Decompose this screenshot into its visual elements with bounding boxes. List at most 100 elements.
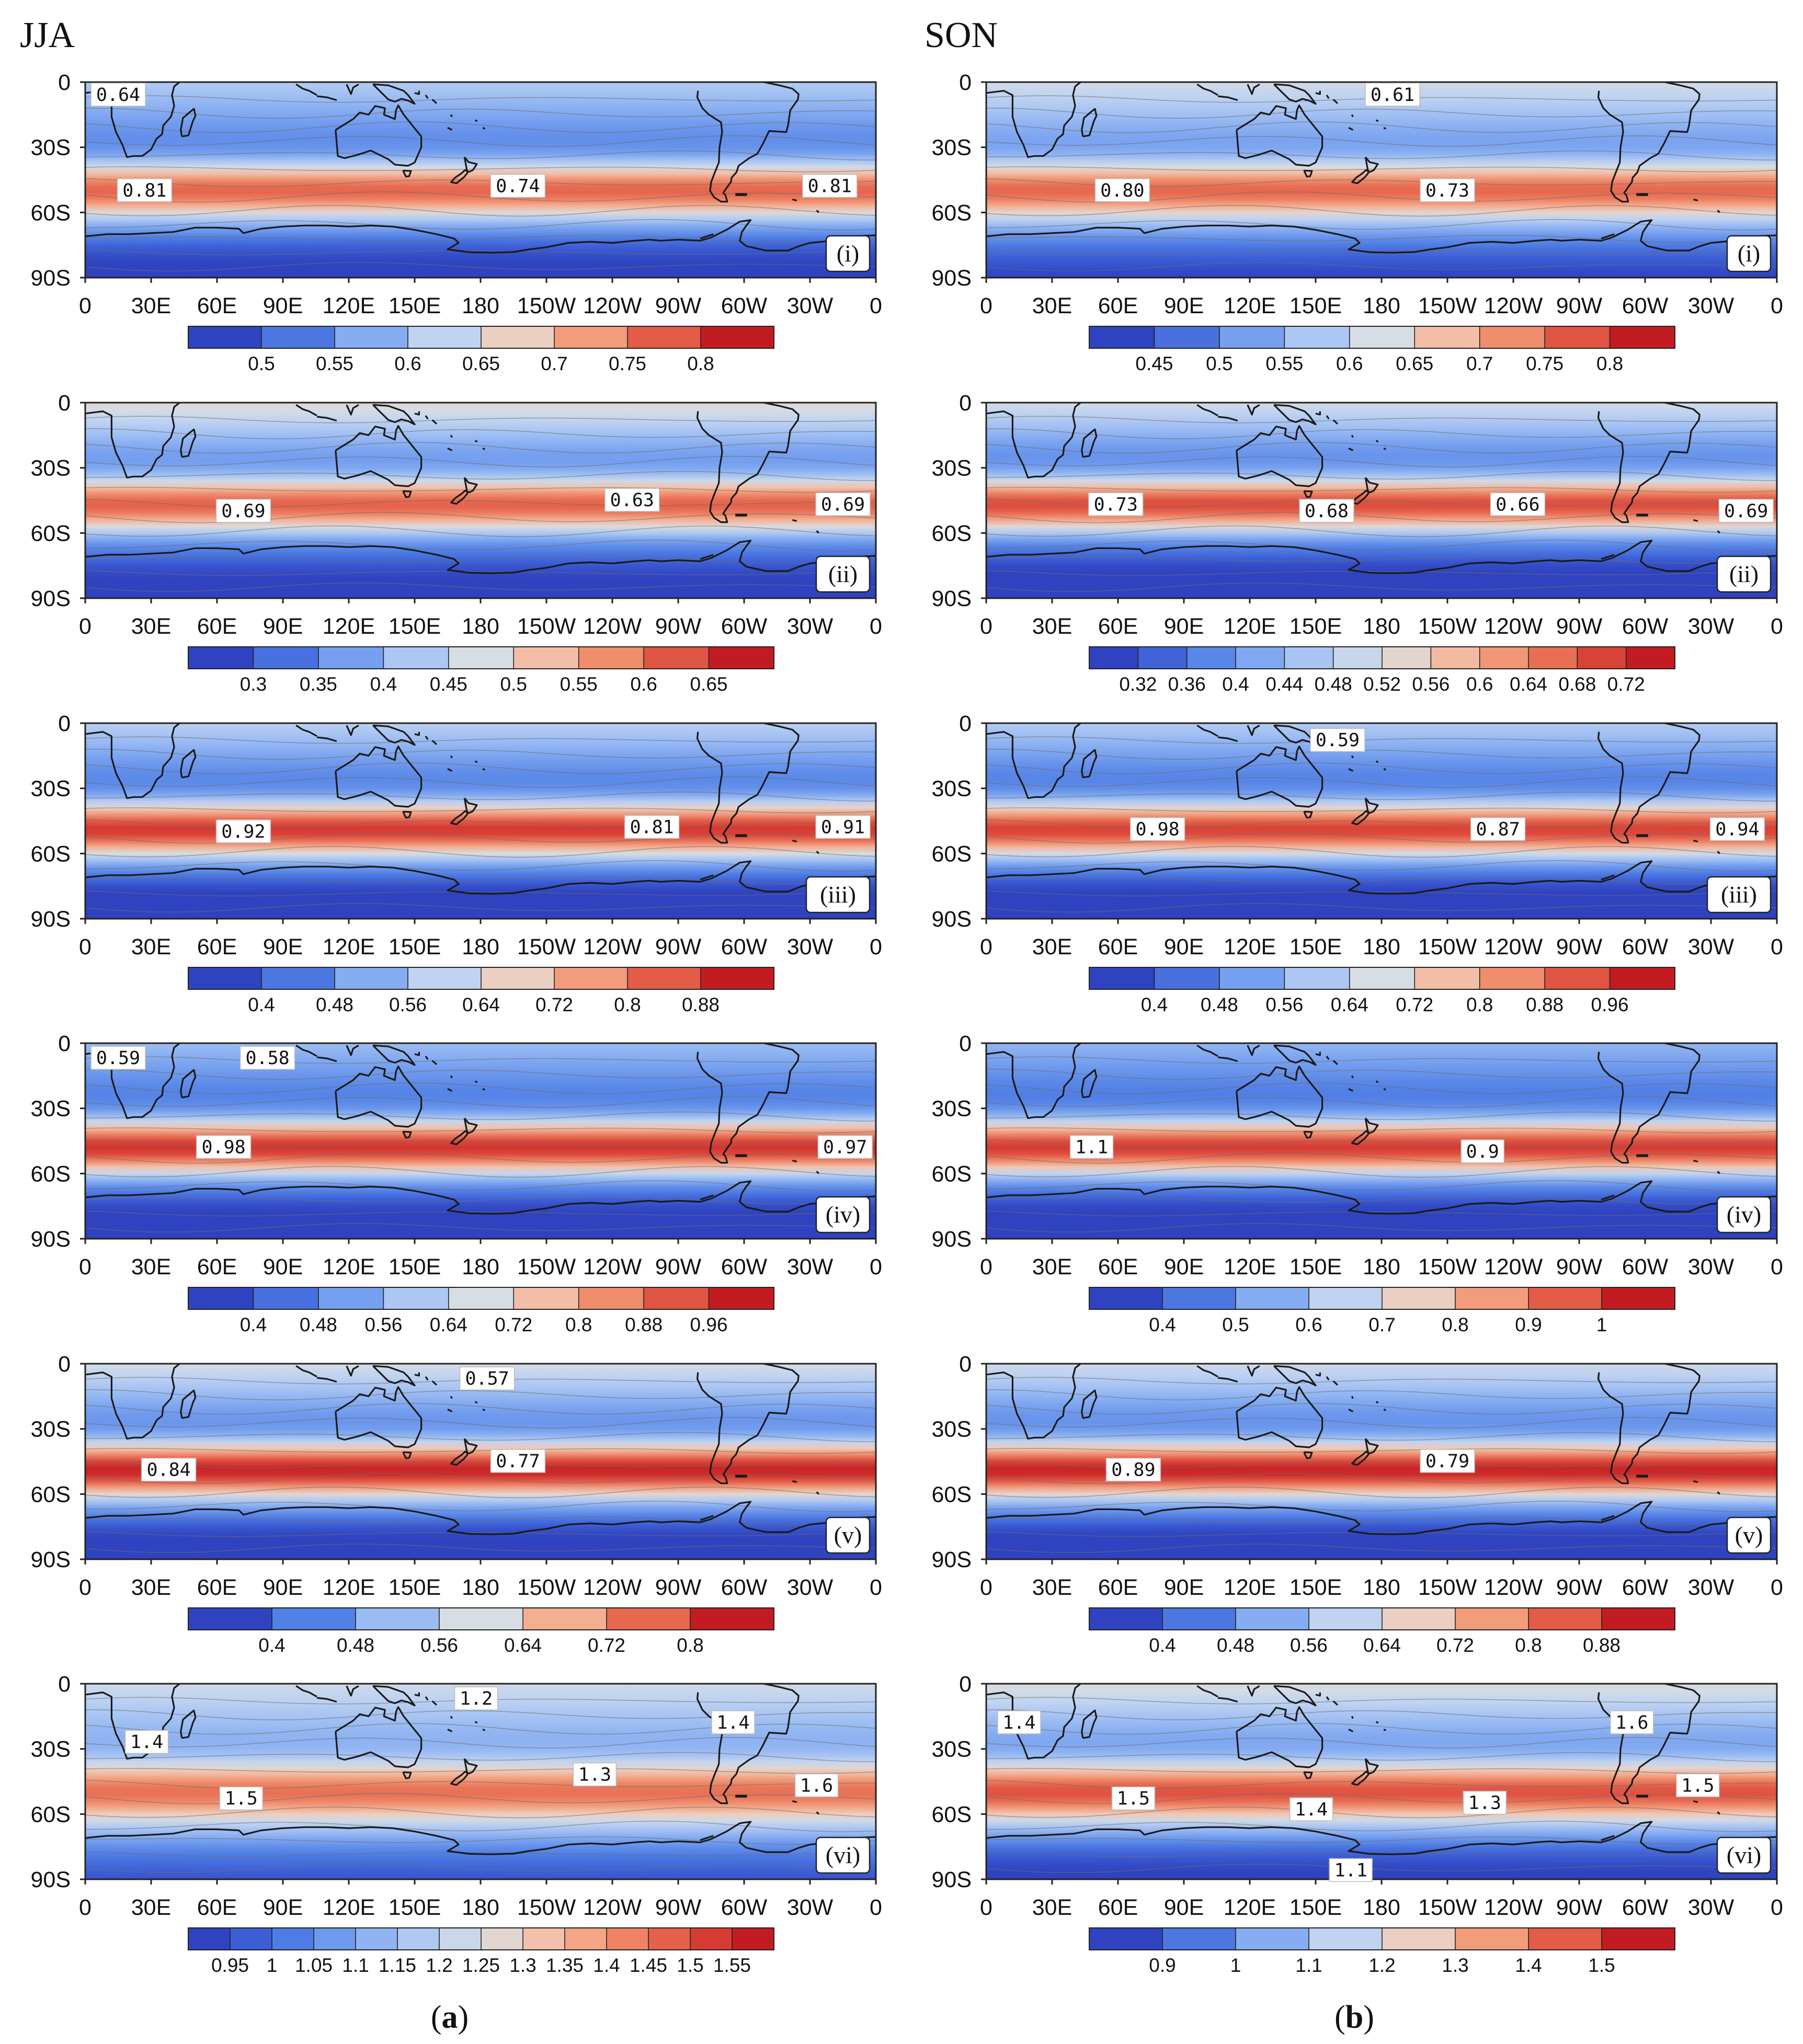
colorbar-tick-label: 0.36 bbox=[1168, 673, 1206, 695]
contour-label: 1.5 bbox=[225, 1788, 258, 1809]
field-a-i bbox=[85, 82, 876, 278]
colorbar-a-i: 0.5 0.55 0.6 0.65 0.7 0.75 0.8 bbox=[188, 326, 774, 374]
x-tick-label: 0 bbox=[980, 614, 992, 639]
x-tick-label: 120E bbox=[1224, 934, 1276, 960]
x-tick-label: 90W bbox=[655, 1895, 702, 1920]
x-tick-label: 150W bbox=[1418, 1575, 1477, 1600]
x-tick-label: 120W bbox=[583, 934, 642, 960]
colorbar-tick-label: 1 bbox=[1230, 1955, 1241, 1976]
contour-label: 0.68 bbox=[1305, 501, 1349, 522]
colorbar-tick-label: 0.55 bbox=[560, 673, 598, 695]
x-tick-label: 180 bbox=[1363, 614, 1400, 639]
contour-label: 1.3 bbox=[1468, 1793, 1501, 1814]
colorbar-swatch bbox=[523, 1608, 607, 1630]
contour-label-box bbox=[794, 1773, 839, 1798]
x-tick-label: 180 bbox=[462, 1895, 499, 1920]
x-tick-label: 60E bbox=[197, 1575, 237, 1600]
colorbar-swatch bbox=[439, 1928, 482, 1950]
y-tick-label: 90S bbox=[30, 1547, 71, 1572]
colorbar-tick-label: 0.4 bbox=[1149, 1314, 1176, 1335]
y-tick-label: 90S bbox=[931, 266, 972, 291]
coastlines-b-i bbox=[986, 82, 1777, 254]
x-tick-label: 180 bbox=[462, 293, 499, 318]
contour-label: 0.58 bbox=[245, 1048, 289, 1069]
colorbar-tick-label: 0.8 bbox=[1596, 353, 1623, 374]
colorbar-tick-label: 0.45 bbox=[430, 673, 467, 695]
colorbar-tick-label: 0.8 bbox=[1442, 1314, 1468, 1335]
contour-label: 1.6 bbox=[800, 1775, 833, 1796]
x-tick-label: 90W bbox=[655, 1575, 702, 1600]
x-tick-label: 90W bbox=[655, 293, 702, 318]
colorbar-swatch bbox=[1236, 1287, 1309, 1309]
colorbar-swatch bbox=[1528, 647, 1578, 669]
colorbar-swatch bbox=[1236, 1608, 1309, 1630]
colorbar-swatch bbox=[1528, 1608, 1602, 1630]
panel-id-label: (i) bbox=[837, 240, 859, 267]
x-tick-label: 60W bbox=[721, 293, 768, 318]
x-tick-label: 150W bbox=[1418, 614, 1477, 639]
contour-label-box bbox=[117, 178, 173, 202]
x-tick-label: 60E bbox=[197, 293, 237, 318]
colorbar-swatch bbox=[1284, 326, 1350, 348]
x-tick-label: 120E bbox=[323, 614, 375, 639]
y-tick-label: 30S bbox=[931, 1417, 972, 1442]
colorbar-tick-label: 0.88 bbox=[1583, 1635, 1621, 1656]
colorbar-swatch bbox=[1577, 647, 1627, 669]
contour-label: 1.3 bbox=[578, 1765, 611, 1786]
x-tick-label: 150W bbox=[1418, 1895, 1477, 1920]
contour-label-box bbox=[1460, 1139, 1504, 1163]
colorbar-swatch bbox=[513, 1287, 579, 1309]
x-tick-label: 180 bbox=[1363, 1254, 1400, 1280]
panel-id-box bbox=[825, 1516, 871, 1554]
y-tick-label: 90S bbox=[931, 1547, 972, 1572]
colorbar-tick-label: 0.72 bbox=[1436, 1635, 1474, 1656]
colorbar-swatch bbox=[439, 1608, 523, 1630]
panel-id-box bbox=[1706, 876, 1772, 913]
x-tick-label: 30E bbox=[131, 1895, 172, 1920]
coastlines-b-ii bbox=[986, 403, 1777, 574]
colorbar-swatch bbox=[701, 326, 774, 348]
x-tick-label: 60E bbox=[1098, 1254, 1138, 1280]
contour-label: 0.9 bbox=[1466, 1141, 1499, 1162]
x-tick-label: 150W bbox=[517, 293, 576, 318]
colorbar-b-vi: 0.9 1 1.1 1.2 1.3 1.4 1.5 bbox=[1089, 1927, 1675, 1976]
contour-label-box bbox=[90, 83, 146, 107]
colorbar-tick-label: 0.64 bbox=[1331, 994, 1368, 1015]
colorbar-swatch bbox=[648, 1928, 691, 1950]
x-tick-label: 120W bbox=[583, 293, 642, 318]
panel-id-box bbox=[1726, 235, 1772, 272]
colorbar-tick-label: 0.6 bbox=[1466, 673, 1493, 695]
colorbar-swatch bbox=[1610, 967, 1675, 989]
colorbar-tick-label: 0.7 bbox=[1368, 1314, 1395, 1335]
x-tick-label: 90E bbox=[1164, 293, 1204, 318]
colorbar-frame bbox=[1089, 1287, 1675, 1310]
x-tick-label: 120E bbox=[1224, 1895, 1276, 1920]
colorbar-swatch bbox=[335, 326, 408, 348]
y-tick-label: 0 bbox=[959, 1672, 972, 1697]
y-tick-label: 60S bbox=[931, 1802, 972, 1827]
colorbar-swatch bbox=[1309, 1287, 1383, 1309]
contour-label-box bbox=[1329, 1858, 1373, 1882]
colorbar-swatch bbox=[230, 1928, 272, 1950]
colorbar-tick-label: 0.45 bbox=[1135, 353, 1173, 374]
contour-label-box bbox=[624, 815, 680, 839]
coastlines-a-i bbox=[85, 82, 876, 254]
contour-label: 1.6 bbox=[1615, 1712, 1648, 1733]
x-tick-label: 90W bbox=[1556, 1254, 1603, 1280]
colorbar-swatch bbox=[1089, 1928, 1163, 1950]
x-tick-label: 120W bbox=[583, 1254, 642, 1280]
contour-label: 0.97 bbox=[823, 1137, 867, 1158]
contour-label: 0.87 bbox=[1476, 819, 1520, 840]
colorbar-swatch bbox=[448, 647, 514, 669]
panel-b-vi: 0 30E 60E 90E 120E 150E 180 150W 120W 90W 60W 30W 0 0… bbox=[931, 1672, 1783, 1976]
x-tick-label: 120W bbox=[1484, 1895, 1543, 1920]
y-tick-label: 60S bbox=[931, 1482, 972, 1507]
colorbar-tick-label: 0.65 bbox=[462, 353, 500, 374]
colorbar-frame bbox=[188, 326, 774, 349]
colorbar-swatch bbox=[188, 1287, 254, 1309]
colorbar-swatch bbox=[565, 1928, 607, 1950]
colorbar-swatch bbox=[1162, 1608, 1236, 1630]
contour-label-box bbox=[196, 1135, 252, 1159]
colorbar-swatch bbox=[1333, 647, 1383, 669]
colorbar-frame bbox=[188, 1927, 774, 1950]
